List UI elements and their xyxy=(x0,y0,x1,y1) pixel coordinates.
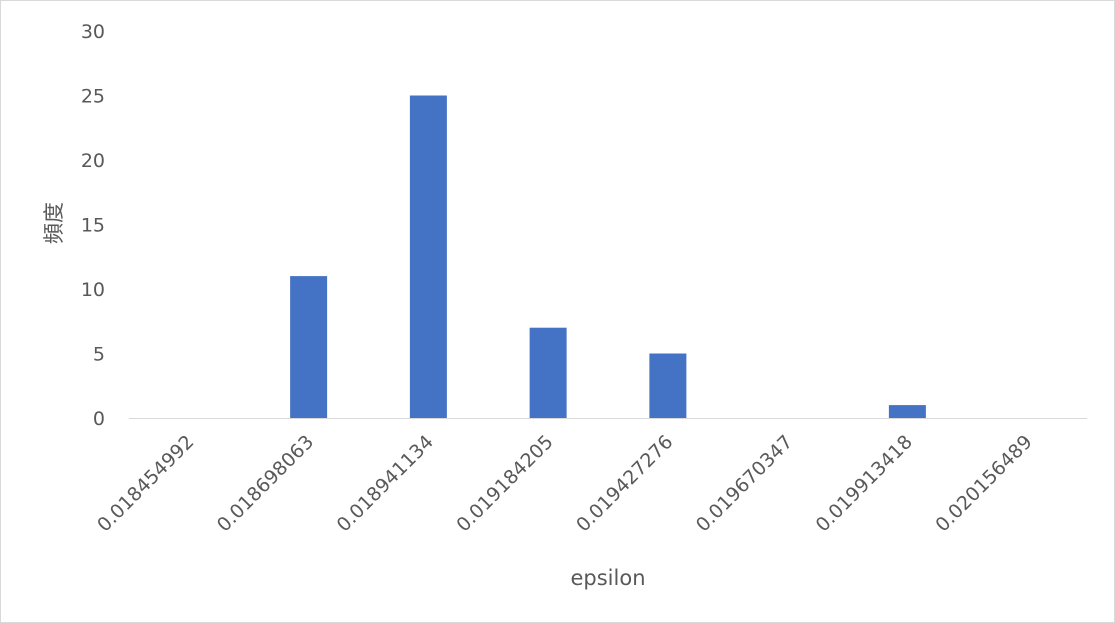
x-tick-label: 0.018454992 xyxy=(93,431,198,536)
bar xyxy=(290,276,328,418)
y-tick-label: 5 xyxy=(93,344,105,366)
y-axis-title: 頻度 xyxy=(42,202,66,244)
bar xyxy=(888,405,926,418)
x-tick-label: 0.019427276 xyxy=(572,431,677,536)
bars xyxy=(290,95,926,418)
x-tick-label: 0.018941134 xyxy=(333,431,438,536)
y-tick-label: 30 xyxy=(81,21,105,43)
y-tick-label: 15 xyxy=(81,215,105,237)
y-tick-label: 20 xyxy=(81,150,105,172)
x-tick-label: 0.019913418 xyxy=(812,431,917,536)
bar xyxy=(529,327,567,418)
y-tick-label: 10 xyxy=(81,279,105,301)
x-axis-tick-labels: 0.018454992 0.018698063 0.018941134 0.01918… xyxy=(93,431,1037,536)
y-axis-tick-labels: 0 5 10 15 20 25 30 xyxy=(81,21,105,430)
x-tick-label: 0.018698063 xyxy=(213,431,318,536)
x-tick-label: 0.020156489 xyxy=(931,431,1036,536)
y-tick-label: 0 xyxy=(93,408,105,430)
bar xyxy=(649,353,687,418)
y-tick-label: 25 xyxy=(81,86,105,108)
x-axis-title: epsilon xyxy=(570,566,645,590)
bar xyxy=(409,95,447,418)
x-tick-label: 0.019670347 xyxy=(692,431,797,536)
x-tick-label: 0.019184205 xyxy=(452,431,557,536)
